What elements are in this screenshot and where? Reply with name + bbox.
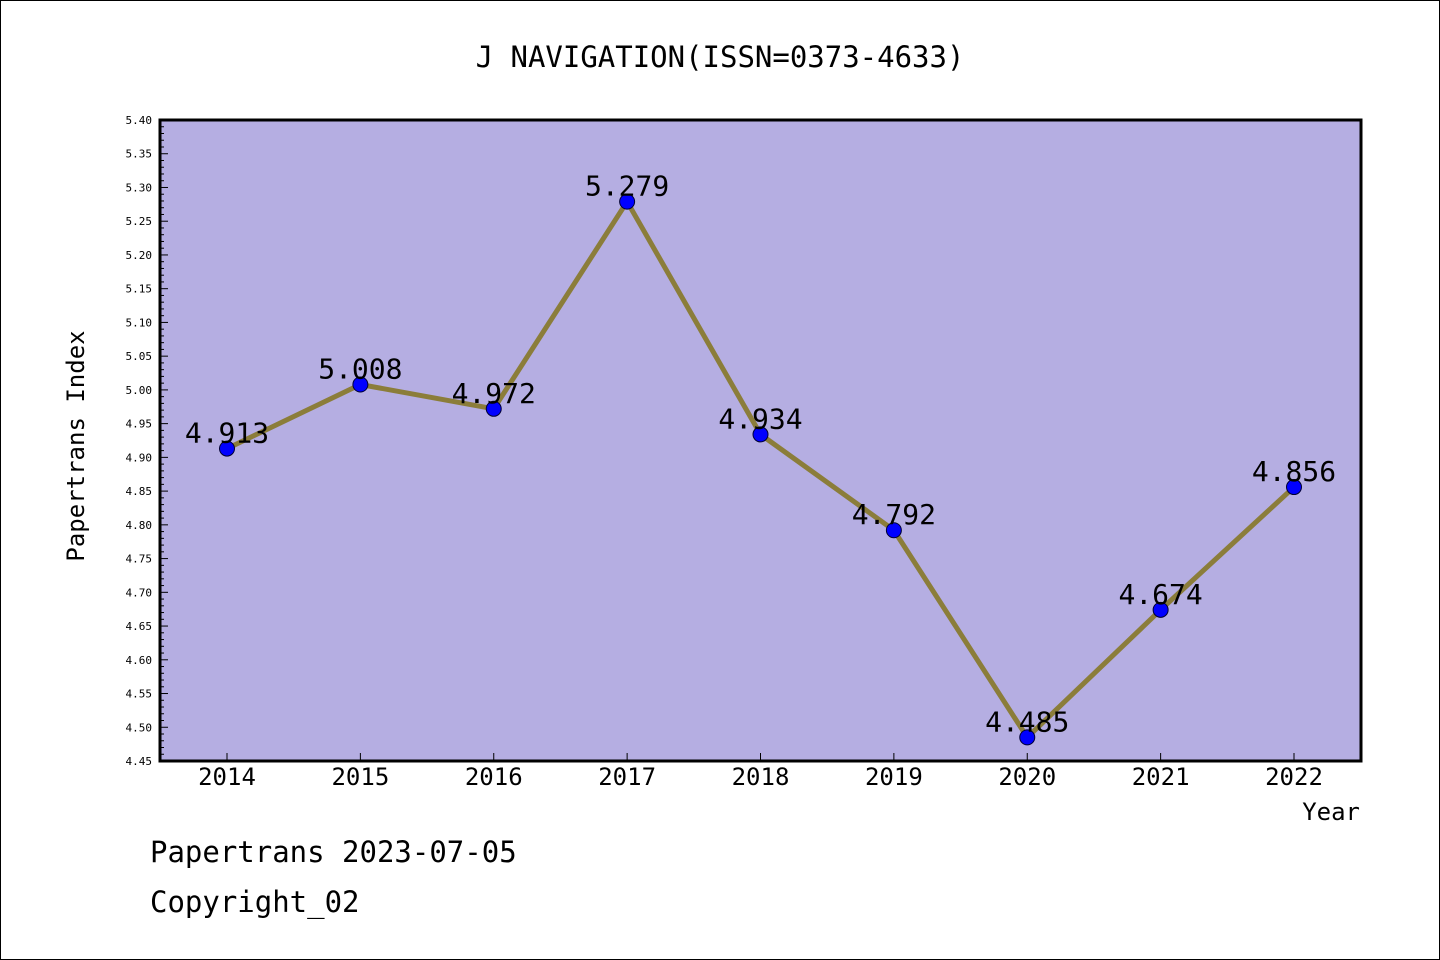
y-tick-label: 4.70 xyxy=(126,586,153,599)
data-markers xyxy=(219,193,1302,746)
x-tick-label: 2017 xyxy=(598,763,656,791)
data-label: 4.792 xyxy=(852,498,936,531)
y-tick-label: 4.55 xyxy=(126,688,153,701)
y-tick-label: 5.40 xyxy=(126,114,153,127)
y-tick-label: 4.85 xyxy=(126,485,153,498)
x-tick-label: 2015 xyxy=(331,763,389,791)
data-point xyxy=(352,376,369,393)
y-tick-label: 5.10 xyxy=(126,316,153,329)
x-tick-label: 2022 xyxy=(1265,763,1323,791)
y-tick-label: 4.90 xyxy=(126,451,153,464)
data-point xyxy=(485,400,502,417)
footer-copyright: Copyright_02 xyxy=(150,885,360,919)
y-tick-label: 5.35 xyxy=(126,148,153,161)
y-tick-label: 5.30 xyxy=(126,181,153,194)
data-point xyxy=(1019,729,1036,746)
data-label: 4.485 xyxy=(985,705,1069,738)
y-tick-label: 4.50 xyxy=(126,721,153,734)
data-label: 4.856 xyxy=(1252,455,1336,488)
data-point xyxy=(885,522,902,539)
data-point xyxy=(219,440,235,457)
y-tick-label: 4.45 xyxy=(126,755,153,768)
y-tick-label: 5.20 xyxy=(126,249,153,262)
y-tick-label: 4.95 xyxy=(126,418,153,431)
data-label: 5.008 xyxy=(318,352,402,385)
y-tick-label: 4.80 xyxy=(126,519,153,532)
x-axis-label: Year xyxy=(1302,798,1360,826)
data-label: 4.674 xyxy=(1118,578,1202,611)
x-tick-label: 2016 xyxy=(465,763,523,791)
y-tick-label: 4.60 xyxy=(126,654,153,667)
y-tick-label: 5.05 xyxy=(126,350,153,363)
footer-date: Papertrans 2023-07-05 xyxy=(150,835,517,869)
data-label: 4.913 xyxy=(185,417,269,450)
x-tick-label: 2019 xyxy=(865,763,923,791)
y-tick-label: 4.65 xyxy=(126,620,153,633)
y-axis: 4.45 4.50 4.55 4.60 4.65 4.70 4.75 4.80 4.85 4.90… xyxy=(126,114,168,768)
data-label: 5.279 xyxy=(585,170,669,203)
data-label: 4.934 xyxy=(718,402,802,435)
x-tick-label: 2014 xyxy=(198,763,256,791)
data-labels: 4.913 5.008 4.972 5.279 4.934 4.792 4.485 4.674… xyxy=(185,170,1336,739)
y-tick-label: 5.15 xyxy=(126,283,153,296)
data-point xyxy=(1286,479,1302,496)
x-tick-label: 2018 xyxy=(732,763,790,791)
y-axis-label: Papertrans Index xyxy=(62,330,90,561)
data-label: 4.972 xyxy=(452,377,536,410)
y-tick-label: 5.25 xyxy=(126,215,153,228)
x-axis: 2014 2015 2016 2017 2018 2019 2020 2021 2022 xyxy=(198,753,1323,791)
chart-title: J NAVIGATION(ISSN=0373-4633) xyxy=(476,40,965,74)
data-point xyxy=(1152,601,1169,618)
x-tick-label: 2020 xyxy=(998,763,1056,791)
data-point xyxy=(752,426,769,443)
plot-area xyxy=(158,118,1363,763)
y-tick-label: 5.00 xyxy=(126,384,153,397)
y-tick-label: 4.75 xyxy=(126,553,153,566)
data-point xyxy=(619,193,636,210)
x-tick-label: 2021 xyxy=(1132,763,1190,791)
